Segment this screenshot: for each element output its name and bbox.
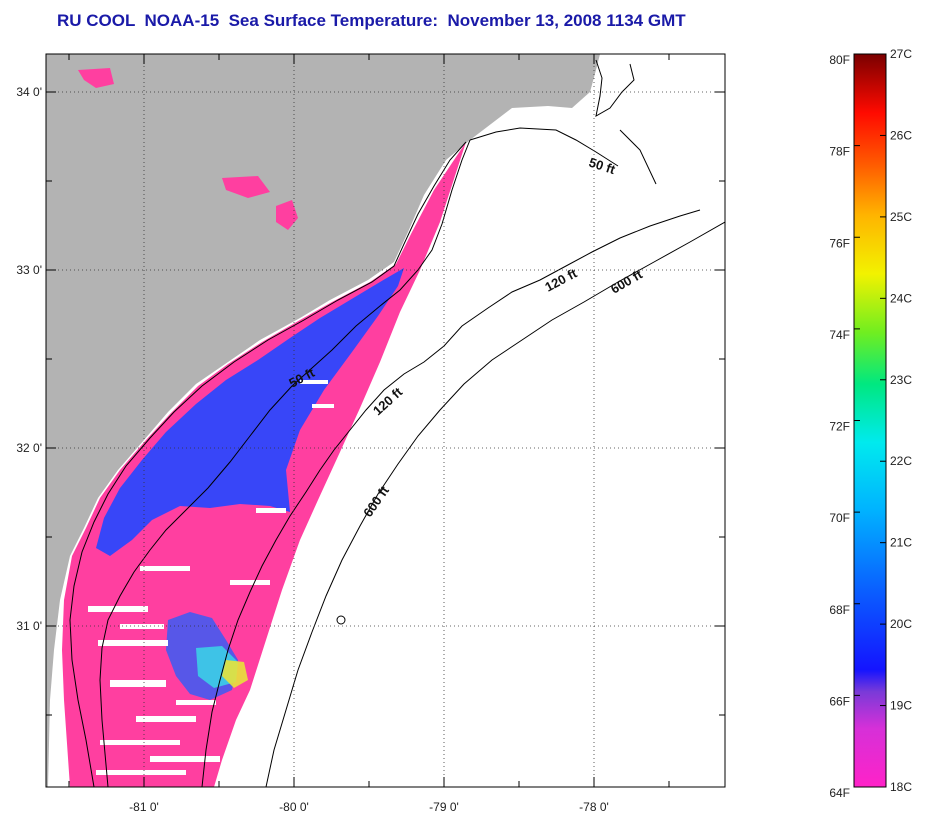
colorbar-c-label: 26C <box>890 128 912 142</box>
sst-yellow-patch <box>222 660 248 688</box>
sst-patch-a <box>78 68 114 88</box>
sst-patch-c <box>276 200 298 230</box>
colorbar-c-label: 20C <box>890 617 912 631</box>
lat-tick-label: 31 0' <box>16 619 42 633</box>
land-mass <box>46 54 600 787</box>
colorbar-c-label: 21C <box>890 536 912 550</box>
sst-blue-band <box>96 268 404 556</box>
colorbar-f-label: 66F <box>829 694 850 708</box>
coastline-north <box>595 59 657 185</box>
colorbar-f-label: 78F <box>829 145 850 159</box>
colorbar-f-label: 68F <box>829 603 850 617</box>
map-title: RU COOL NOAA-15 Sea Surface Temperature:… <box>57 11 686 30</box>
lon-tick-label: -81 0' <box>129 800 159 814</box>
axis-ticks <box>46 54 725 787</box>
cloud-streaks <box>88 380 334 775</box>
colorbar-f-label: 74F <box>829 328 850 342</box>
lat-tick-label: 34 0' <box>16 85 42 99</box>
map-frame <box>45 53 726 788</box>
colorbar-f-label: 80F <box>829 53 850 67</box>
colorbar-c-label: 27C <box>890 47 912 61</box>
isobath-50ft <box>99 127 619 787</box>
colorbar-f-label: 76F <box>829 236 850 250</box>
lon-tick-label: -79 0' <box>429 800 459 814</box>
lon-tick-label: -80 0' <box>279 800 309 814</box>
colorbar-f-label: 64F <box>829 786 850 800</box>
colorbar-f-label: 72F <box>829 420 850 434</box>
colorbar-c-label: 18C <box>890 780 912 794</box>
colorbar-c-label: 25C <box>890 210 912 224</box>
colorbar-c-label: 23C <box>890 373 912 387</box>
colorbar-c-label: 22C <box>890 454 912 468</box>
colorbar-c-label: 24C <box>890 291 912 305</box>
isobath-600ft <box>265 221 725 787</box>
lat-tick-label: 32 0' <box>16 441 42 455</box>
lat-tick-label: 33 0' <box>16 263 42 277</box>
colorbar-f-label: 70F <box>829 511 850 525</box>
isobath-120ft <box>201 209 701 787</box>
seamount-contour <box>336 615 346 625</box>
coastline <box>69 141 467 787</box>
sst-patch-b <box>222 176 270 198</box>
colorbar-c-label: 19C <box>890 699 912 713</box>
lon-tick-label: -78 0' <box>579 800 609 814</box>
